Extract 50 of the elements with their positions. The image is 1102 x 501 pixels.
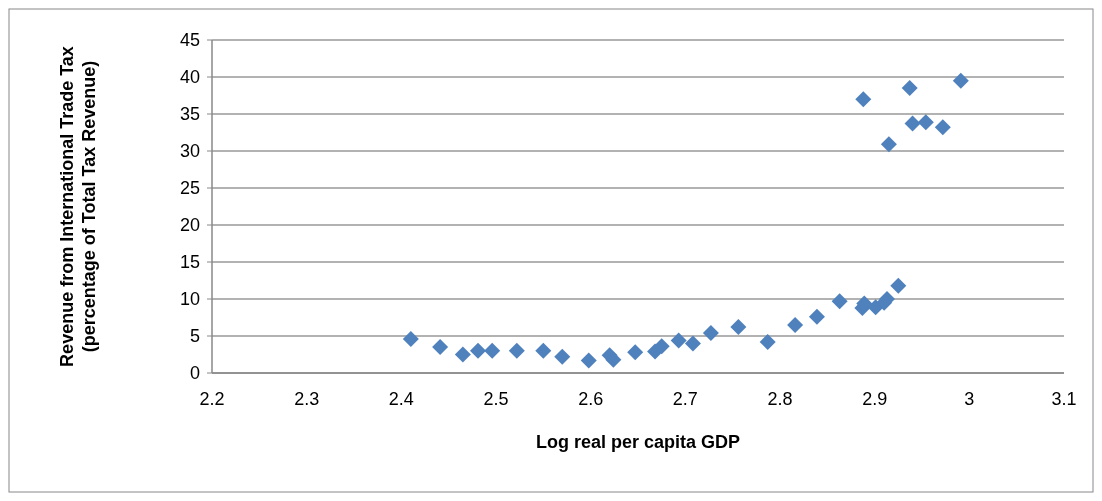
point xyxy=(934,119,951,136)
point xyxy=(730,319,747,336)
point xyxy=(759,333,776,350)
point xyxy=(627,344,644,361)
point xyxy=(554,348,571,365)
point xyxy=(402,330,419,347)
point xyxy=(670,332,687,349)
point xyxy=(432,339,449,356)
x-tick-label: 2.6 xyxy=(578,389,604,409)
y-tick-label: 25 xyxy=(179,178,200,199)
x-tick-label: 2.5 xyxy=(483,389,509,409)
point xyxy=(684,335,701,352)
x-tick-label: 2.2 xyxy=(199,389,225,409)
point xyxy=(580,352,597,369)
point xyxy=(855,91,872,108)
point xyxy=(880,136,897,153)
y-tick-label: 30 xyxy=(179,141,200,162)
y-tick-label: 10 xyxy=(179,289,200,310)
point xyxy=(454,346,471,363)
y-tick-label: 45 xyxy=(179,30,200,51)
point xyxy=(831,293,848,310)
point xyxy=(702,325,719,342)
point xyxy=(484,342,501,359)
y-tick-label: 5 xyxy=(189,326,200,347)
point xyxy=(470,342,487,359)
y-tick-label: 40 xyxy=(179,67,200,88)
point xyxy=(535,342,552,359)
point xyxy=(653,338,670,355)
point xyxy=(787,316,804,333)
x-tick-label: 2.4 xyxy=(388,389,414,409)
y-tick-label: 35 xyxy=(179,104,200,125)
x-tick-label: 2.8 xyxy=(767,389,793,409)
x-tick-label: 3.1 xyxy=(1051,389,1077,409)
y-tick-label: 0 xyxy=(189,363,200,384)
x-tick-label: 2.7 xyxy=(672,389,698,409)
point xyxy=(508,342,525,359)
x-axis-title: Log real per capita GDP xyxy=(535,432,741,452)
point xyxy=(605,351,622,368)
x-tick-label: 2.3 xyxy=(294,389,320,409)
x-tick-label: 2.9 xyxy=(862,389,888,409)
point xyxy=(952,72,969,89)
y-tick-label: 20 xyxy=(179,215,200,236)
point xyxy=(917,114,934,131)
x-tick-label: 3 xyxy=(964,389,975,409)
y-tick-label: 15 xyxy=(179,252,200,273)
point xyxy=(901,80,918,97)
point xyxy=(808,308,825,325)
y-axis-title: Revenue from International Trade Tax (percentage of Total Tax Revenue) xyxy=(57,46,99,367)
point xyxy=(904,115,921,132)
point xyxy=(890,277,907,294)
